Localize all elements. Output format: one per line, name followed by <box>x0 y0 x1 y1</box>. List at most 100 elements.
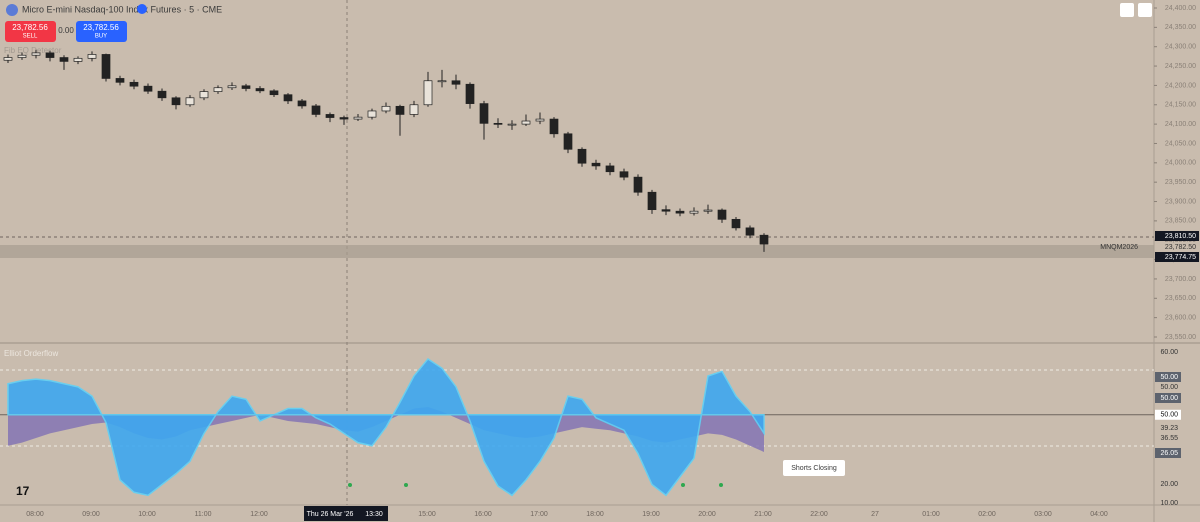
candle-body <box>423 80 433 106</box>
candle-body <box>437 80 447 83</box>
candle-body <box>157 90 167 99</box>
y-tick-label: 23,700.00 <box>1165 276 1196 283</box>
candle-body <box>507 123 517 126</box>
time-label: 27 <box>871 511 879 518</box>
price-tag-text: 23,810.50 <box>1165 233 1196 240</box>
time-label: 16:00 <box>474 511 492 518</box>
logo: 17 <box>16 484 30 498</box>
candle-body <box>563 133 573 150</box>
candle-body <box>409 104 419 115</box>
signal-dot <box>348 483 352 487</box>
price-tag-text: 23,782.50 <box>1165 244 1196 251</box>
candle-body <box>255 88 265 92</box>
time-label: 08:00 <box>26 511 44 518</box>
y-tick-label: 24,200.00 <box>1165 82 1196 89</box>
oscillator-area <box>7 357 765 497</box>
candle-body <box>451 80 461 85</box>
candle-body <box>549 118 559 135</box>
candle-body <box>283 94 293 102</box>
scroll-button[interactable] <box>1120 3 1134 17</box>
candle-body <box>703 209 713 212</box>
candle-body <box>3 57 13 61</box>
time-label: 17:00 <box>530 511 548 518</box>
time-label: 04:00 <box>1090 511 1108 518</box>
candle-body <box>311 105 321 115</box>
y-tick-label: 23,650.00 <box>1165 295 1196 302</box>
sell-label: SELL <box>23 34 38 40</box>
candle-body <box>717 209 727 220</box>
scale-label: 60.00 <box>1160 349 1178 356</box>
signal-dot <box>681 483 685 487</box>
buy-button[interactable] <box>76 21 127 42</box>
sell-button[interactable] <box>5 21 56 42</box>
candle-body <box>395 105 405 115</box>
candle-body <box>185 97 195 106</box>
candle-body <box>45 52 55 58</box>
candle-body <box>241 85 251 89</box>
candle-body <box>325 114 335 118</box>
sell-price: 23,782.56 <box>12 23 48 32</box>
candle-body <box>353 116 363 120</box>
candle-body <box>115 78 125 83</box>
crosshair-time-box <box>304 506 388 521</box>
crosshair-date: Thu 26 Mar '26 <box>307 511 354 518</box>
scale-label: 26.05 <box>1160 450 1178 457</box>
time-label: 09:00 <box>82 511 100 518</box>
y-tick-label: 24,250.00 <box>1165 63 1196 70</box>
crosshair-time: 13:30 <box>365 511 383 518</box>
candle-body <box>577 148 587 164</box>
time-label: 20:00 <box>698 511 716 518</box>
candle-body <box>633 176 643 193</box>
candle-body <box>521 120 531 125</box>
time-label: 11:00 <box>195 511 212 518</box>
candle-body <box>493 122 503 125</box>
candle-body <box>17 54 27 58</box>
y-tick-label: 23,600.00 <box>1165 314 1196 321</box>
time-label: 22:00 <box>810 511 828 518</box>
buy-label: BUY <box>95 34 107 40</box>
time-label: 01:00 <box>922 511 940 518</box>
symbol-title: Micro E-mini Nasdaq-100 Index Futures · … <box>22 4 222 14</box>
y-tick-label: 24,400.00 <box>1165 5 1196 12</box>
candle-body <box>129 81 139 87</box>
scale-label: 36.55 <box>1160 435 1178 442</box>
candle-body <box>619 171 629 178</box>
candle-body <box>367 110 377 118</box>
candle-body <box>689 210 699 214</box>
candle-body <box>143 85 153 92</box>
price-tag <box>1155 252 1199 262</box>
collapse-button[interactable] <box>137 4 147 14</box>
time-label: 02:00 <box>978 511 996 518</box>
candle-body <box>465 83 475 104</box>
candle-body <box>213 87 223 92</box>
time-label: 18:00 <box>586 511 604 518</box>
candle-body <box>59 57 69 62</box>
candle-body <box>339 117 349 120</box>
candle-body <box>479 103 489 124</box>
candle-body <box>731 218 741 229</box>
y-tick-label: 23,850.00 <box>1165 218 1196 225</box>
fullscreen-button[interactable] <box>1138 3 1152 17</box>
candle-body <box>647 191 657 211</box>
scale-label: 10.00 <box>1160 500 1178 507</box>
scale-tag <box>1155 448 1181 458</box>
y-tick-label: 24,100.00 <box>1165 121 1196 128</box>
price-tag <box>1155 231 1199 241</box>
flag-icon <box>6 4 18 16</box>
y-tick-label: 23,550.00 <box>1165 334 1196 341</box>
indicator-label: Fib EQ Detector <box>4 46 62 55</box>
annotation-box <box>783 460 845 476</box>
candle-body <box>675 210 685 214</box>
oscillator-label: Elliot Orderflow <box>4 349 58 358</box>
scale-label: 39.23 <box>1160 425 1178 432</box>
scale-tag <box>1155 372 1181 382</box>
zero-tag-text: 50.00 <box>1160 412 1178 419</box>
candle-body <box>101 54 111 79</box>
scale-label: 50.00 <box>1160 384 1178 391</box>
candle-body <box>661 209 671 212</box>
candle-body <box>381 105 391 112</box>
y-tick-label: 24,000.00 <box>1165 160 1196 167</box>
scale-label: 50.00 <box>1160 374 1178 381</box>
price-band <box>0 245 1154 258</box>
time-label: 15:00 <box>418 511 436 518</box>
